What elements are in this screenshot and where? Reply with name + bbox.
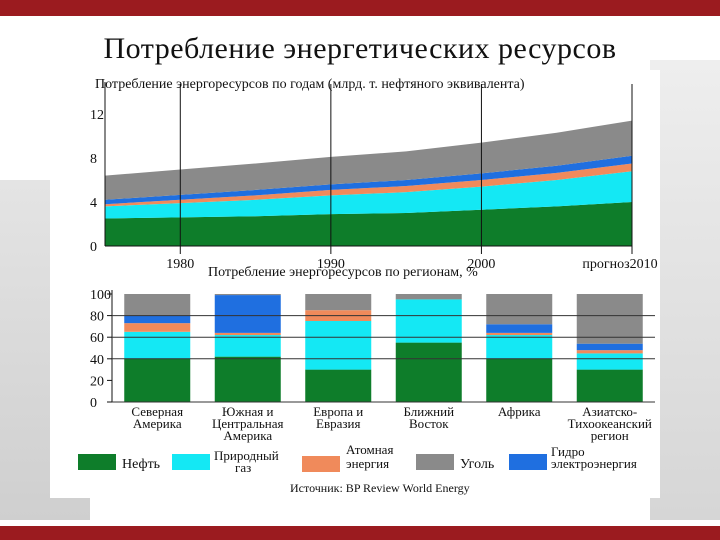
bar-segment (486, 335, 553, 359)
legend-swatch-oil (78, 454, 116, 470)
legend-label-hydro: электроэнергия (551, 456, 637, 471)
legend-label-gas: газ (235, 460, 251, 475)
bar-segment (486, 332, 553, 336)
bar-category-label: Центральная (212, 416, 283, 431)
bar-category-label: Европа и (313, 404, 363, 419)
bar-y-tick-label: 60 (90, 331, 104, 346)
bar-category-label: Евразия (316, 416, 360, 431)
bar-segment (124, 294, 191, 316)
bar-category-label: Америка (223, 428, 272, 443)
bar-segment (214, 294, 281, 296)
chart-source: Источник: BP Review World Energy (290, 481, 470, 495)
energy-charts: Потребление энергоресурсов по годам (млр… (78, 77, 658, 495)
area-series-1 (105, 202, 632, 246)
bar-segment (486, 294, 553, 325)
legend-label-coal: Уголь (460, 457, 494, 472)
area-x-tick-label: 1990 (317, 257, 345, 272)
bar-category-label: Северная (131, 404, 183, 419)
bar-segment (576, 369, 643, 402)
legend-label-oil: Нефть (122, 457, 160, 472)
area-x-tick-label: 1980 (166, 257, 194, 272)
bar-segment (305, 321, 372, 370)
bar-y-tick-label: 20 (90, 374, 104, 389)
background-building-image (650, 60, 720, 520)
bar-segment (486, 324, 553, 333)
bar-chart-title: Потребление энергоресурсов по регионам, … (208, 265, 478, 280)
bar-segment (395, 299, 462, 343)
bar-segment (576, 350, 643, 354)
bar-segment (124, 315, 191, 324)
bar-segment (305, 369, 372, 402)
bar-segment (214, 295, 281, 333)
bar-segment (124, 323, 191, 332)
bar-y-tick-label: 40 (90, 353, 104, 368)
top-accent-bar (0, 0, 720, 16)
bar-segment (395, 342, 462, 402)
bar-segment (214, 332, 281, 336)
bar-segment (305, 294, 372, 311)
bar-y-tick-label: 0 (90, 396, 97, 411)
slide-title: Потребление энергетических ресурсов (103, 32, 617, 65)
legend-label-gas: Природный (214, 448, 279, 463)
area-x-tick-label: прогноз2010 (582, 257, 657, 272)
bottom-accent-bar (0, 526, 720, 540)
area-y-tick-label: 8 (90, 152, 97, 167)
area-series-4 (105, 155, 632, 205)
bar-segment (486, 358, 553, 402)
legend-swatch-hydro (509, 454, 547, 470)
bar-category-label: Африка (498, 404, 541, 419)
legend-swatch-coal (416, 454, 454, 470)
bar-category-label: Восток (409, 416, 449, 431)
bar-segment (214, 356, 281, 402)
legend-label-nuclear: энергия (346, 456, 389, 471)
bar-segment (395, 294, 462, 300)
bar-segment (124, 331, 191, 359)
chart-panel: Потребление энергоресурсов по годам (млр… (50, 70, 660, 498)
bar-category-label: Южная и (222, 404, 273, 419)
bar-category-label: Америка (133, 416, 182, 431)
bar-segment (576, 294, 643, 344)
area-x-tick-label: 2000 (467, 257, 495, 272)
area-y-tick-label: 12 (90, 108, 104, 123)
bar-category-label: регион (591, 428, 629, 443)
area-series-5 (105, 120, 632, 200)
bar-segment (576, 353, 643, 370)
area-y-tick-label: 4 (90, 196, 97, 211)
bar-category-label: Азиатско- (582, 404, 637, 419)
area-series-3 (105, 163, 632, 207)
bar-category-label: Ближний (403, 404, 454, 419)
bar-y-tick-label: 80 (90, 310, 104, 325)
area-chart-title: Потребление энергоресурсов по годам (млр… (95, 77, 525, 92)
legend-label-hydro: Гидро (551, 444, 585, 459)
bar-y-tick-label: 100 (90, 288, 111, 303)
bar-category-label: Тихоокеанский (568, 416, 652, 431)
bar-segment (124, 358, 191, 402)
bar-segment (214, 335, 281, 357)
area-y-tick-label: 0 (90, 240, 97, 255)
bar-segment (576, 343, 643, 351)
legend-label-nuclear: Атомная (346, 442, 393, 457)
legend-swatch-nuclear (302, 456, 340, 472)
area-series-2 (105, 171, 632, 219)
legend-swatch-gas (172, 454, 210, 470)
